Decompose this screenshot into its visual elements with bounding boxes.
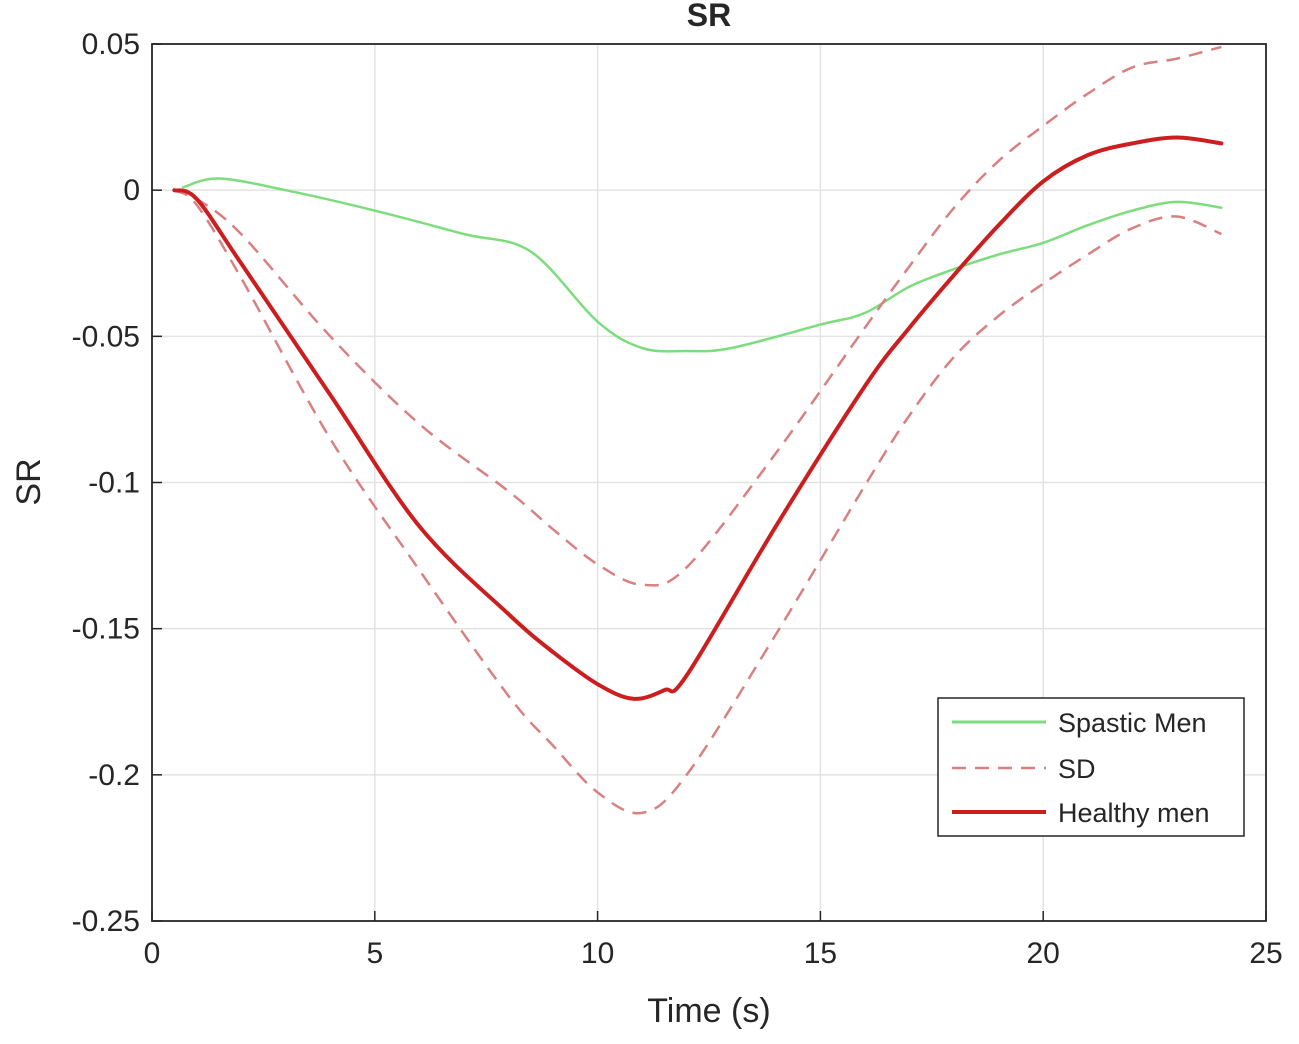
x-tick-label: 10 — [581, 937, 614, 970]
legend-label-sd: SD — [1058, 754, 1096, 784]
x-tick-label: 15 — [804, 937, 837, 970]
series-line-spastic-men — [181, 177, 1223, 353]
series-line-healthy-men — [172, 135, 1224, 701]
x-tick-label: 5 — [366, 937, 383, 970]
series-line-sd-lower — [173, 189, 1222, 815]
y-tick-label: -0.1 — [88, 467, 140, 500]
legend-label-healthy-men: Healthy men — [1058, 798, 1210, 828]
x-axis-label: Time (s) — [647, 992, 770, 1030]
y-axis-label: SR — [10, 458, 48, 505]
y-tick-label: -0.25 — [72, 905, 140, 938]
y-tick-label: -0.05 — [72, 320, 140, 353]
legend-label-spastic-men: Spastic Men — [1058, 708, 1207, 738]
series-lines — [172, 45, 1224, 815]
y-tick-label: 0.05 — [82, 28, 140, 61]
axis-ticks: 0 5 10 15 20 25 0.05 0 -0.05 -0.1 -0.15 -0.2 -0.25 — [72, 28, 1283, 970]
y-tick-label: -0.2 — [88, 759, 140, 792]
x-tick-label: 20 — [1027, 937, 1060, 970]
x-tick-label: 0 — [144, 937, 161, 970]
y-tick-label: -0.15 — [72, 613, 140, 646]
y-tick-label: 0 — [123, 174, 140, 207]
series-line-sd-upper — [173, 45, 1222, 587]
x-tick-label: 25 — [1249, 937, 1282, 970]
chart-title: SR — [687, 0, 731, 33]
legend: Spastic Men SD Healthy men — [937, 697, 1245, 837]
